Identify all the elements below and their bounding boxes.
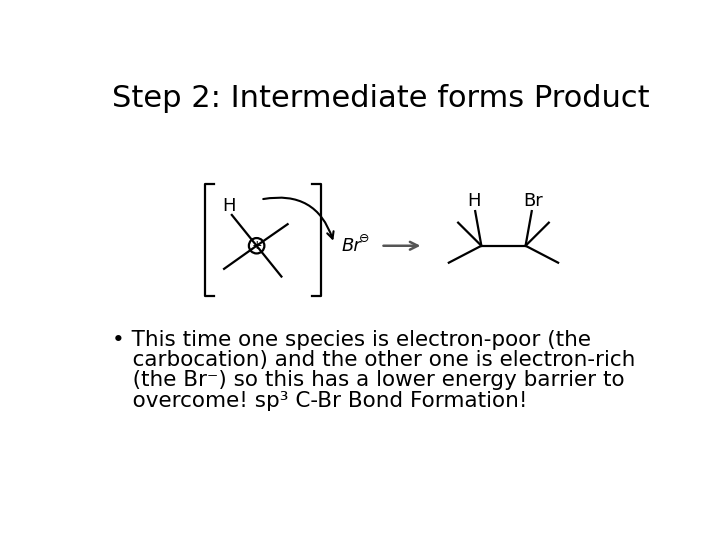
Text: Br: Br	[342, 237, 361, 255]
Text: H: H	[222, 197, 235, 215]
Text: ⊖: ⊖	[359, 232, 369, 245]
Text: +: +	[251, 239, 262, 252]
Text: Step 2: Intermediate forms Product: Step 2: Intermediate forms Product	[112, 84, 649, 113]
Text: Br: Br	[523, 192, 543, 210]
Text: carbocation) and the other one is electron-rich: carbocation) and the other one is electr…	[112, 350, 635, 370]
Text: • This time one species is electron-poor (the: • This time one species is electron-poor…	[112, 330, 590, 350]
Text: (the Br⁻) so this has a lower energy barrier to: (the Br⁻) so this has a lower energy bar…	[112, 370, 624, 390]
Text: overcome! sp³ C-Br Bond Formation!: overcome! sp³ C-Br Bond Formation!	[112, 390, 527, 410]
Text: H: H	[467, 192, 480, 210]
